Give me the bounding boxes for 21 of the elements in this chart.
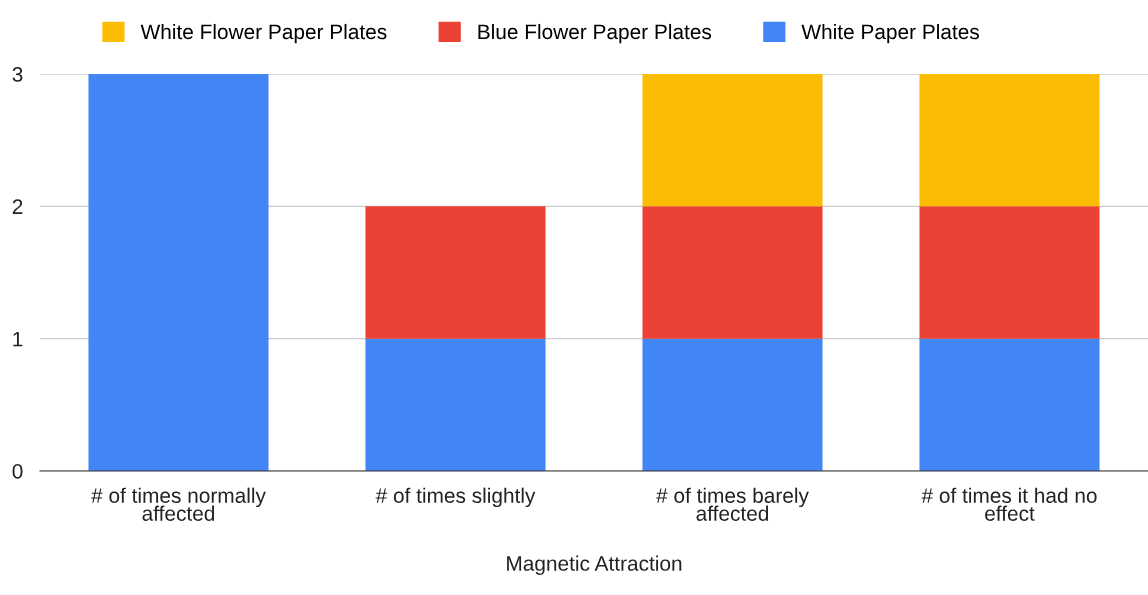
bar [88,74,269,471]
bar [642,338,823,471]
x-tick-label: # of times it had no effect [921,487,1097,521]
legend-label: Blue Flower Paper Plates [478,23,712,44]
bar [919,338,1100,471]
x-axis-title: Magnetic Attraction [507,555,682,575]
x-tick-label: # of times normally affected [91,487,266,521]
legend-label: White Flower Paper Plates [140,23,387,44]
x-tick-label: # of times barely affected [656,487,809,521]
x-tick-label: # of times slightly [375,487,536,508]
bar [919,206,1100,339]
bar [365,206,546,339]
bar [642,74,823,207]
y-tick-label: 1 [13,331,23,347]
y-tick-label: 2 [12,199,23,214]
bar [365,338,546,471]
legend-label: White Paper Plates [801,23,979,44]
y-tick-label: 3 [12,67,23,82]
bar [919,74,1100,207]
bar [642,206,823,339]
y-tick-label: 0 [12,464,23,479]
